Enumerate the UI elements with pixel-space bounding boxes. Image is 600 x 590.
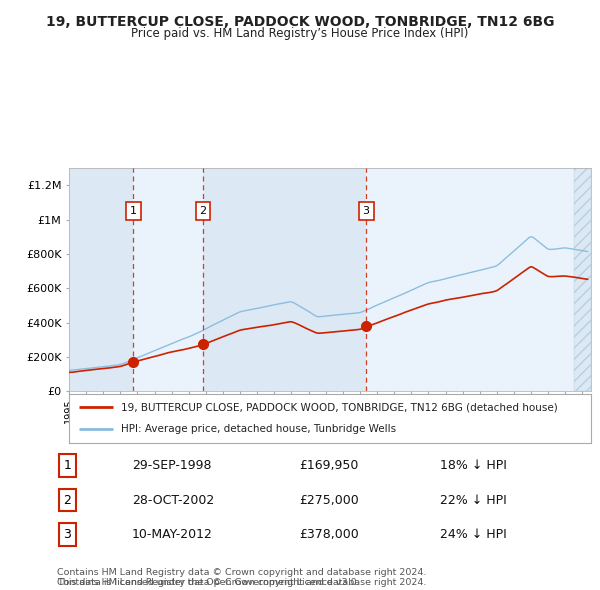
Text: 2: 2 [63, 493, 71, 507]
Text: Contains HM Land Registry data © Crown copyright and database right 2024.: Contains HM Land Registry data © Crown c… [57, 578, 427, 587]
Text: 28-OCT-2002: 28-OCT-2002 [132, 493, 214, 507]
Text: 2: 2 [199, 206, 206, 216]
Text: 22% ↓ HPI: 22% ↓ HPI [440, 493, 506, 507]
Text: 24% ↓ HPI: 24% ↓ HPI [440, 528, 506, 541]
Text: 10-MAY-2012: 10-MAY-2012 [132, 528, 213, 541]
Text: Contains HM Land Registry data © Crown copyright and database right 2024.
This d: Contains HM Land Registry data © Crown c… [57, 568, 427, 587]
Text: Price paid vs. HM Land Registry’s House Price Index (HPI): Price paid vs. HM Land Registry’s House … [131, 27, 469, 40]
Text: 19, BUTTERCUP CLOSE, PADDOCK WOOD, TONBRIDGE, TN12 6BG (detached house): 19, BUTTERCUP CLOSE, PADDOCK WOOD, TONBR… [121, 402, 558, 412]
Text: 18% ↓ HPI: 18% ↓ HPI [440, 459, 506, 472]
Bar [69, 168, 133, 391]
Bar [574, 168, 591, 391]
Text: 1: 1 [63, 459, 71, 472]
Text: £378,000: £378,000 [299, 528, 359, 541]
Text: £275,000: £275,000 [299, 493, 359, 507]
Bar [203, 168, 366, 391]
Bar [133, 168, 203, 391]
Text: £169,950: £169,950 [299, 459, 359, 472]
Text: 29-SEP-1998: 29-SEP-1998 [132, 459, 212, 472]
Text: 1: 1 [130, 206, 137, 216]
Text: 3: 3 [63, 528, 71, 541]
Text: 19, BUTTERCUP CLOSE, PADDOCK WOOD, TONBRIDGE, TN12 6BG: 19, BUTTERCUP CLOSE, PADDOCK WOOD, TONBR… [46, 15, 554, 29]
Text: HPI: Average price, detached house, Tunbridge Wells: HPI: Average price, detached house, Tunb… [121, 424, 397, 434]
Bar [366, 168, 574, 391]
Text: 3: 3 [362, 206, 370, 216]
